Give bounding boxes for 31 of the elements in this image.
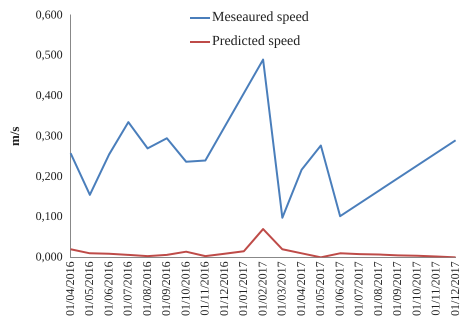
x-tick-label: 01/08/2016 — [140, 261, 154, 316]
x-tick-label: 01/03/2017 — [274, 261, 289, 316]
x-tick-label: 01/12/2017 — [448, 261, 462, 316]
x-tick-label: 01/08/2017 — [370, 261, 385, 316]
x-tick-label: 01/04/2017 — [294, 261, 308, 316]
x-tick-label: 01/10/2017 — [409, 261, 424, 316]
x-tick-label: 01/05/2017 — [313, 261, 328, 316]
y-axis-title: m/s — [7, 126, 22, 146]
x-tick-label: 01/07/2017 — [352, 261, 366, 316]
y-tick-label: 0,000 — [36, 249, 63, 264]
x-tick-label: 01/01/2017 — [236, 261, 250, 316]
x-tick-label: 01/04/2016 — [62, 261, 77, 316]
x-tick-label: 01/06/2017 — [332, 261, 346, 316]
x-tick-label: 01/05/2016 — [82, 261, 96, 316]
x-tick-label: 01/06/2016 — [101, 261, 116, 316]
y-tick-label: 0,200 — [36, 168, 63, 183]
x-tick-label: 01/07/2016 — [120, 261, 135, 316]
y-tick-label: 0,300 — [36, 128, 63, 142]
y-tick-label: 0,400 — [36, 88, 63, 102]
x-tick-label: 01/09/2016 — [159, 261, 174, 316]
y-tick-label: 0,500 — [36, 48, 63, 62]
legend-label: Predicted speed — [212, 34, 300, 50]
x-tick-label: 01/09/2017 — [390, 261, 404, 316]
legend-label: Meseaured speed — [212, 10, 309, 26]
y-tick-label: 0,600 — [36, 7, 63, 22]
x-tick-label: 01/02/2017 — [255, 261, 270, 316]
y-tick-label: 0,100 — [36, 209, 63, 224]
x-tick-label: 01/11/2017 — [428, 261, 443, 316]
x-tick-label: 01/12/2016 — [216, 261, 231, 316]
x-tick-label: 01/11/2016 — [198, 261, 212, 316]
x-tick-label: 01/10/2016 — [178, 261, 192, 316]
